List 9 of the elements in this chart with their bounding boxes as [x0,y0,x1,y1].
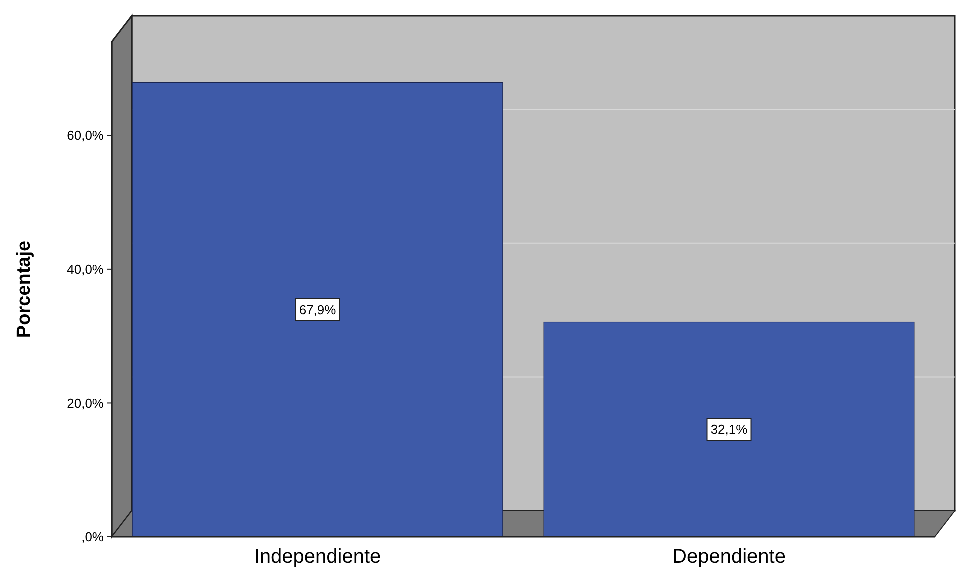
y-tick-label: ,0% [82,530,104,545]
y-axis-title: Porcentaje [14,240,35,338]
y-tick-label: 20,0% [67,396,104,411]
x-tick-label: Dependiente [672,546,786,568]
data-label: 32,1% [710,422,748,438]
data-label: 67,9% [299,302,337,318]
x-tick-label: Independiente [254,546,382,568]
y-tick-label: 60,0% [67,128,104,144]
y-tick-label: 40,0% [67,262,104,277]
